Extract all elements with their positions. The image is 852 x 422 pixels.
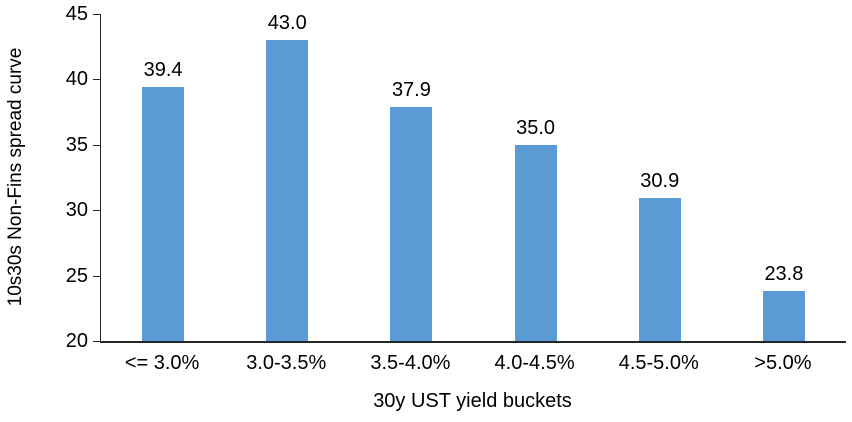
bar-value-label: 23.8	[764, 263, 804, 286]
x-tick-label: 3.5-4.0%	[370, 352, 451, 374]
y-tick-label: 25	[65, 264, 88, 287]
y-tick-label: 30	[65, 199, 88, 222]
y-tick-label: 45	[65, 3, 88, 25]
x-tick-label: <= 3.0%	[124, 352, 200, 374]
y-tick-mark	[93, 79, 100, 81]
bar	[638, 198, 681, 341]
x-axis-title: 30y UST yield buckets	[373, 390, 572, 412]
bar-value-label: 35.0	[516, 116, 556, 139]
plot-area: 39.4 43.0 37.9 35.0 30.9 23.8	[100, 12, 846, 343]
y-tick-mark	[93, 210, 100, 212]
x-tick-label: 3.0-3.5%	[246, 352, 327, 374]
bar-value-label: 43.0	[267, 12, 307, 35]
bar	[142, 87, 185, 341]
x-tick-label: >5.0%	[754, 352, 812, 374]
bar	[266, 40, 309, 341]
bar-value-label: 37.9	[391, 78, 431, 101]
y-tick-mark	[93, 144, 100, 146]
x-tick-label: 4.0-4.5%	[494, 352, 575, 374]
y-tick-mark	[93, 275, 100, 277]
y-tick-label: 35	[65, 133, 88, 156]
bar-value-label: 30.9	[640, 170, 680, 193]
bar	[762, 291, 805, 341]
bar	[514, 144, 557, 341]
bar	[390, 106, 433, 341]
y-tick-mark	[93, 341, 100, 342]
y-tick-label: 20	[65, 330, 88, 352]
bar-value-label: 39.4	[143, 59, 183, 82]
y-tick-label: 40	[65, 68, 88, 91]
x-tick-label: 4.5-5.0%	[618, 352, 699, 374]
y-tick-mark	[93, 14, 100, 15]
